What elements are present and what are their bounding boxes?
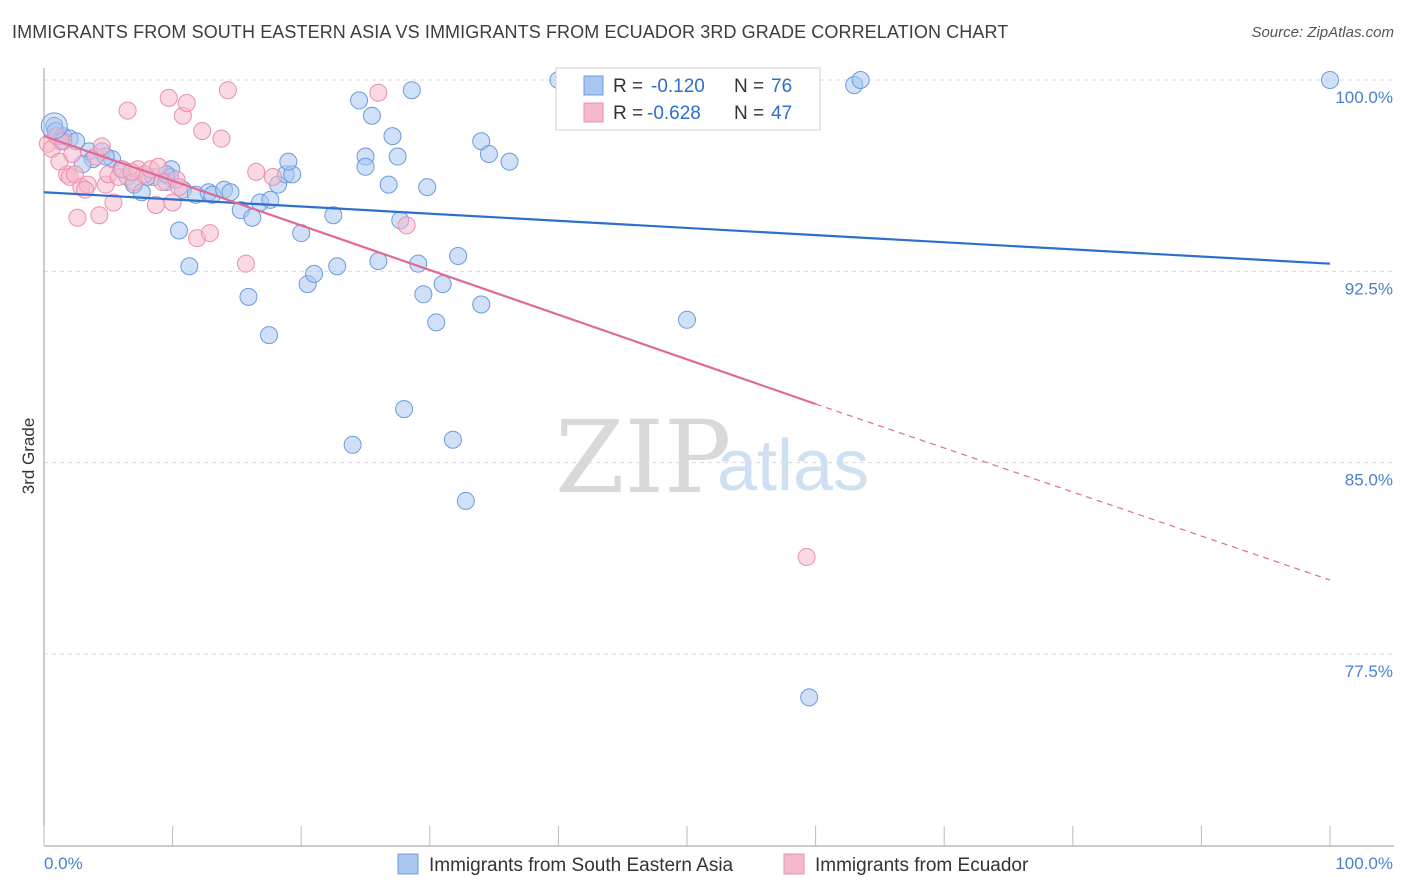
asia-point xyxy=(427,313,446,332)
asia-trend-line xyxy=(43,191,1331,265)
asia-point xyxy=(239,287,258,306)
ecuador-trend-extension xyxy=(815,403,1331,581)
chart-title: IMMIGRANTS FROM SOUTH EASTERN ASIA VS IM… xyxy=(12,22,1009,42)
asia-point xyxy=(395,400,414,419)
asia-point xyxy=(472,295,491,314)
stats-legend-blue-swatch xyxy=(583,75,604,96)
ecuador-point xyxy=(369,83,388,102)
stats-n-label-1: N = xyxy=(734,76,764,97)
ecuador-point xyxy=(163,193,182,212)
asia-point xyxy=(800,688,819,707)
ecuador-point xyxy=(797,548,816,567)
asia-point xyxy=(1321,71,1339,89)
asia-point xyxy=(328,257,347,276)
asia-point xyxy=(433,275,452,294)
stats-r-label-1: R = xyxy=(613,76,643,97)
grid-layer xyxy=(44,79,1394,655)
asia-point xyxy=(180,257,199,276)
ecuador-point xyxy=(92,137,111,156)
ecuador-point xyxy=(263,167,282,186)
stats-r-value-1: -0.120 xyxy=(651,76,705,97)
stats-r-label-2: R = xyxy=(613,103,643,124)
ecuador-point xyxy=(177,93,196,112)
ecuador-point xyxy=(212,129,231,148)
stats-r-value-2: -0.628 xyxy=(647,103,701,124)
asia-point xyxy=(362,106,381,125)
ecuador-point xyxy=(193,122,212,141)
ecuador-trend-line xyxy=(43,135,816,406)
ecuador-point xyxy=(159,88,178,107)
stats-n-label-2: N = xyxy=(734,103,764,124)
chart-source: Source: ZipAtlas.com xyxy=(1251,24,1394,41)
asia-point xyxy=(388,147,407,166)
asia-point xyxy=(324,206,343,225)
y-axis-title: 3rd Grade xyxy=(19,418,38,495)
ecuador-point xyxy=(118,101,137,120)
asia-point xyxy=(350,91,369,110)
asia-point xyxy=(418,178,437,197)
legend-swatch-ecuador xyxy=(783,853,805,875)
asia-point xyxy=(414,285,433,304)
asia-point xyxy=(443,430,462,449)
asia-point xyxy=(243,208,262,227)
asia-point xyxy=(383,127,402,146)
asia-point xyxy=(343,435,362,454)
legend-label-south-eastern-asia: Immigrants from South Eastern Asia xyxy=(429,855,734,876)
y-tick-label: 77.5% xyxy=(1345,662,1393,681)
x-tick-label-max: 100.0% xyxy=(1335,854,1393,873)
ecuador-point xyxy=(90,206,109,225)
points-layer xyxy=(38,71,1339,707)
ecuador-point xyxy=(54,132,73,151)
asia-point-cluster xyxy=(40,112,68,140)
ecuador-point xyxy=(170,178,189,197)
asia-point xyxy=(500,152,519,171)
ecuador-point xyxy=(247,162,266,181)
asia-point xyxy=(479,144,498,163)
ecuador-point xyxy=(104,193,123,212)
y-tick-label: 100.0% xyxy=(1335,88,1393,107)
x-tick-label-min: 0.0% xyxy=(44,854,83,873)
y-tick-label: 85.0% xyxy=(1345,471,1393,490)
asia-point xyxy=(449,247,468,266)
stats-n-value-1: 76 xyxy=(771,76,792,97)
asia-point xyxy=(260,326,279,345)
ecuador-point xyxy=(200,224,219,243)
series-legend: Immigrants from South Eastern Asia Immig… xyxy=(397,853,1029,876)
ecuador-point xyxy=(218,81,237,100)
watermark: ZIP atlas xyxy=(555,399,869,516)
asia-point xyxy=(402,81,421,100)
ecuador-point xyxy=(68,208,87,227)
asia-point xyxy=(356,157,375,176)
asia-point xyxy=(279,152,298,171)
y-tick-label: 92.5% xyxy=(1345,279,1393,298)
legend-label-ecuador: Immigrants from Ecuador xyxy=(815,855,1029,876)
x-axis-ticks xyxy=(43,826,1331,846)
legend-swatch-south-eastern-asia xyxy=(397,853,419,875)
asia-point xyxy=(305,264,324,283)
asia-point xyxy=(170,221,189,240)
asia-point xyxy=(379,175,398,194)
asia-point xyxy=(456,491,475,510)
y-tick-labels: 100.0% 92.5% 85.0% 77.5% xyxy=(1335,88,1393,681)
asia-point xyxy=(851,71,870,89)
ecuador-point xyxy=(397,216,416,235)
stats-n-value-2: 47 xyxy=(771,103,792,124)
asia-point xyxy=(678,310,696,329)
stats-legend: R = -0.120 N = 76 R = -0.628 N = 47 xyxy=(555,67,821,131)
watermark-zip: ZIP xyxy=(555,399,731,516)
trend-layer xyxy=(43,135,1331,581)
watermark-atlas: atlas xyxy=(717,426,869,506)
ecuador-point xyxy=(236,254,255,273)
stats-legend-pink-swatch xyxy=(583,102,604,123)
